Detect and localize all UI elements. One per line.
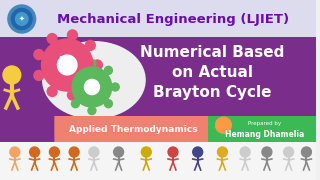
Circle shape (85, 80, 95, 90)
Circle shape (8, 5, 36, 33)
Circle shape (262, 147, 272, 157)
Circle shape (92, 60, 102, 70)
Circle shape (71, 100, 79, 108)
Circle shape (104, 66, 112, 74)
Polygon shape (54, 116, 222, 142)
Circle shape (12, 8, 32, 30)
Circle shape (34, 70, 44, 80)
Circle shape (15, 13, 28, 25)
Circle shape (68, 30, 77, 40)
Circle shape (49, 147, 59, 157)
Circle shape (104, 100, 112, 108)
Circle shape (284, 147, 293, 157)
Text: Lec: Lec (59, 55, 76, 64)
Circle shape (47, 86, 57, 96)
Text: on Actual: on Actual (172, 64, 253, 80)
Circle shape (88, 59, 96, 67)
Circle shape (47, 34, 57, 44)
Text: Hemang Dhamelia: Hemang Dhamelia (225, 130, 305, 139)
Bar (0, 40, 316, 142)
Circle shape (30, 147, 40, 157)
Ellipse shape (42, 41, 146, 119)
Circle shape (89, 147, 99, 157)
Circle shape (88, 107, 96, 115)
Circle shape (168, 147, 178, 157)
Circle shape (68, 90, 77, 100)
Text: Prepared by: Prepared by (248, 121, 282, 126)
Circle shape (58, 55, 77, 75)
Circle shape (42, 39, 93, 91)
Circle shape (84, 79, 100, 95)
Circle shape (72, 67, 112, 107)
Circle shape (34, 50, 44, 60)
Circle shape (10, 147, 20, 157)
Circle shape (215, 117, 231, 133)
Circle shape (193, 147, 203, 157)
Circle shape (218, 147, 227, 157)
Text: Mechanical Engineering (LJIET): Mechanical Engineering (LJIET) (57, 12, 289, 26)
Circle shape (301, 147, 311, 157)
Circle shape (141, 147, 151, 157)
Circle shape (85, 40, 95, 50)
Text: Numerical Based: Numerical Based (140, 44, 285, 60)
Circle shape (69, 147, 79, 157)
Bar (0, 0, 316, 38)
Text: 20: 20 (85, 82, 99, 92)
Circle shape (65, 83, 73, 91)
Circle shape (71, 66, 79, 74)
Bar (0, 142, 316, 180)
Circle shape (111, 83, 119, 91)
Circle shape (3, 66, 21, 84)
Circle shape (114, 147, 124, 157)
Circle shape (240, 147, 250, 157)
Text: Applied Thermodynamics: Applied Thermodynamics (69, 125, 198, 134)
Text: ✦: ✦ (19, 16, 25, 22)
Text: Brayton Cycle: Brayton Cycle (153, 84, 272, 100)
Bar (208, 116, 316, 142)
Bar (0, 37, 316, 40)
